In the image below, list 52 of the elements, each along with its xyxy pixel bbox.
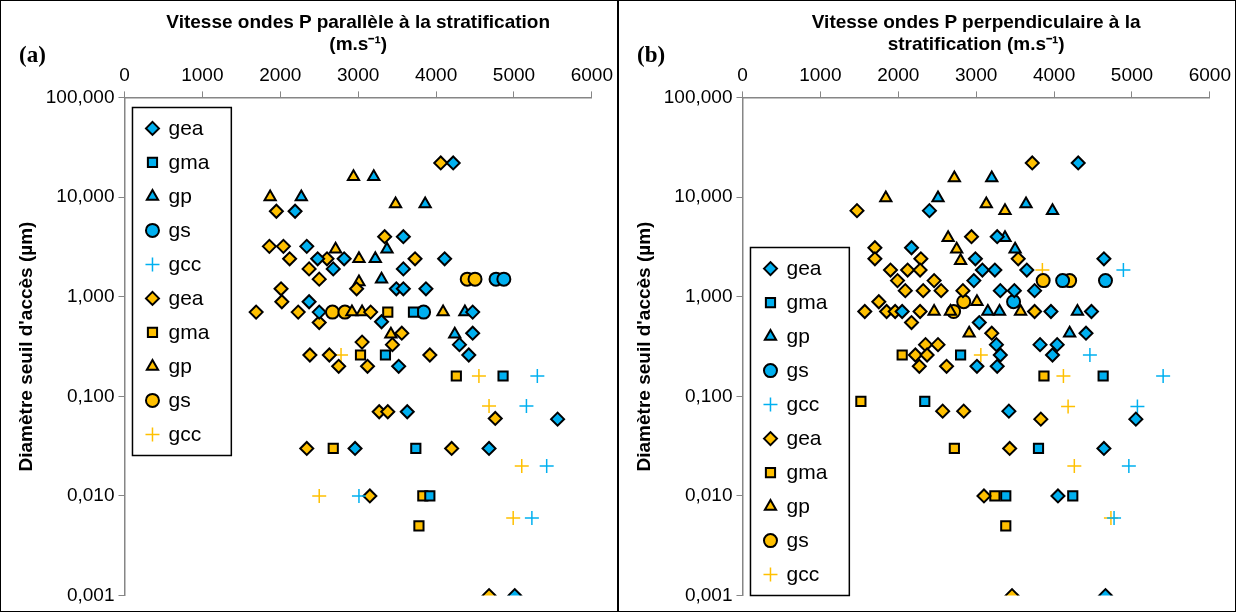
x-tick-label: 3000 [337,64,380,86]
x-tick-label: 6000 [1188,64,1232,86]
legend-label: gs [786,528,809,552]
legend-label: gcc [168,252,202,276]
y-tick-label: 10,000 [674,185,733,207]
y-tick-label: 0,010 [684,484,733,506]
x-tick-label: 0 [119,64,130,86]
text: (a) [19,41,46,67]
text: (b) [637,41,666,67]
legend-label: gea [168,286,204,310]
x-tick-label: 1000 [181,64,224,86]
legend-label: gp [786,494,810,518]
legend-label: gcc [786,562,820,586]
legend-label: gp [786,324,810,348]
legend-label: gcc [168,422,202,446]
legend-label: gma [168,320,210,344]
y-axis-title: Diamètre seuil d'accès (µm) [14,221,36,472]
y-tick-label: 0,001 [66,583,115,605]
x-tick-label: 4000 [1032,64,1076,86]
x-tick-label: 2000 [877,64,920,86]
legend-label: gma [168,150,210,174]
legend-label: gs [168,218,191,242]
y-tick-label: 100,000 [45,85,115,107]
x-tick-label: 5000 [492,64,536,86]
legend-label: gma [786,460,828,484]
legend-label: gea [168,116,204,140]
y-axis-title: Diamètre seuil d'accès (µm) [632,221,654,472]
x-axis-title: Vitesse ondes P perpendiculaire à la stratification (m.s⁻¹) [811,10,1141,55]
y-tick-label: 0,010 [66,484,115,506]
x-tick-label: 4000 [414,64,458,86]
legend-label: gp [168,354,192,378]
x-tick-label: 0 [737,64,748,86]
x-tick-label: 3000 [955,64,998,86]
x-tick-label: 2000 [259,64,302,86]
x-tick-label: 5000 [1110,64,1154,86]
legend-label: gs [168,388,191,412]
y-tick-label: 1,000 [684,284,733,306]
y-tick-label: 0,100 [684,384,733,406]
legend-label: gs [786,358,809,382]
legend-label: gma [786,290,828,314]
y-tick-label: 100,000 [663,85,733,107]
y-tick-label: 0,001 [684,583,733,605]
legend-label: gp [168,184,192,208]
y-tick-label: 10,000 [56,185,115,207]
y-tick-label: 1,000 [66,284,115,306]
x-axis-title: Vitesse ondes P parallèle à la stratification (m.s⁻¹) [166,10,551,55]
legend-label: gcc [786,392,820,416]
x-tick-label: 6000 [570,64,614,86]
y-tick-label: 0,100 [66,384,115,406]
legend-label: gea [786,256,822,280]
legend-label: gea [786,426,822,450]
x-tick-label: 1000 [799,64,842,86]
